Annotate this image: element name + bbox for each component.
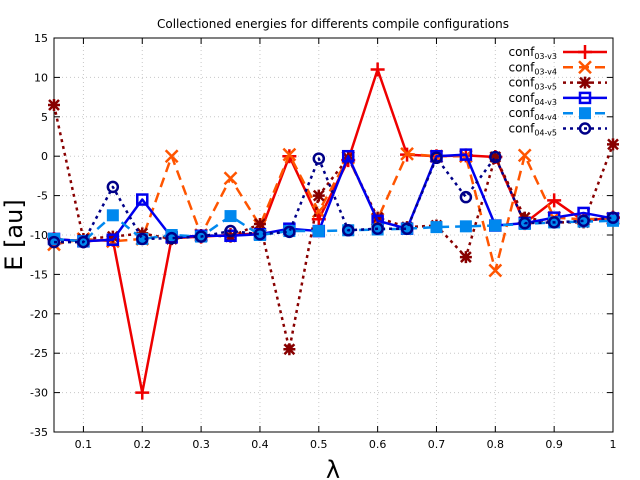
x-tick-label: 0.3	[192, 438, 210, 451]
y-tick-label: 5	[41, 111, 48, 124]
data-point-conf03-v5	[106, 230, 119, 243]
data-point-conf04-v5	[518, 216, 531, 230]
data-point-conf04-v5	[106, 180, 120, 194]
data-point-conf04-v5	[430, 151, 443, 165]
x-tick-label: 0.8	[487, 438, 505, 451]
data-point-conf04-v3	[341, 149, 355, 163]
data-point-conf04-v5	[136, 232, 149, 246]
legend: conf03-v3conf03-v4conf03-v5conf04-v3conf…	[509, 45, 607, 138]
data-point-conf04-v5	[283, 225, 296, 239]
data-point-conf03-v3	[370, 62, 385, 77]
y-tick-label: 10	[34, 71, 48, 84]
data-point-conf03-v4	[282, 147, 297, 162]
legend-label: conf04-v5	[509, 122, 557, 138]
data-point-conf04-v5	[47, 235, 61, 249]
y-tick-label: -35	[30, 426, 48, 439]
legend-marker	[579, 107, 591, 120]
x-tick-label: 0.1	[75, 438, 93, 451]
data-point-conf04-v5	[459, 190, 473, 204]
data-point-conf03-v4	[164, 149, 179, 164]
data-point-conf04-v5	[224, 224, 237, 238]
x-tick-label: 0.9	[545, 438, 563, 451]
data-point-conf04-v5	[194, 230, 208, 243]
data-point-conf04-v5	[165, 231, 178, 245]
legend-item-conf03-v3: conf03-v3	[509, 45, 607, 61]
x-tick-label: 0.2	[134, 438, 152, 451]
y-tick-label: -10	[30, 229, 48, 242]
legend-item-conf03-v5: conf03-v5	[509, 76, 607, 92]
data-point-conf04-v5	[341, 224, 355, 237]
chart-title: Collectioned energies for differents com…	[157, 17, 509, 31]
legend-marker	[578, 45, 592, 59]
x-tick-label: 0.5	[310, 438, 328, 451]
data-point-conf04-v5	[371, 222, 384, 235]
data-point-conf03-v4	[488, 263, 503, 278]
data-point-conf04-v4	[459, 220, 472, 233]
x-axis-title: λ	[326, 456, 340, 480]
data-point-conf04-v5	[253, 227, 267, 241]
y-tick-label: -20	[30, 308, 48, 321]
data-point-conf04-v3	[106, 233, 120, 246]
data-point-conf03-v5	[459, 251, 472, 264]
legend-label: conf04-v3	[509, 91, 557, 107]
data-point-conf04-v5	[577, 214, 590, 228]
data-point-conf03-v5	[312, 189, 325, 202]
data-point-conf03-v5	[371, 211, 384, 224]
y-tick-label: 0	[41, 150, 48, 163]
series-conf04-v5	[47, 150, 620, 249]
y-tick-label: -25	[30, 347, 48, 360]
series-line-conf03-v5	[52, 104, 615, 351]
data-point-conf04-v3	[459, 148, 473, 161]
y-tick-label: -5	[37, 190, 48, 203]
data-point-conf04-v4	[430, 221, 443, 234]
data-point-conf03-v3	[547, 193, 562, 208]
legend-label: conf03-v3	[509, 45, 557, 61]
data-point-conf03-v4	[517, 148, 532, 163]
data-point-conf04-v5	[489, 150, 502, 164]
data-point-conf04-v4	[489, 219, 502, 232]
data-point-conf04-v5	[606, 211, 620, 224]
legend-label: conf03-v5	[509, 76, 557, 92]
data-point-conf04-v4	[312, 225, 325, 238]
legend-marker	[578, 122, 592, 135]
data-point-conf04-v5	[77, 235, 90, 249]
series-group	[47, 62, 620, 400]
legend-item-conf04-v3: conf04-v3	[509, 91, 607, 107]
legend-item-conf03-v4: conf03-v4	[509, 60, 607, 76]
x-tick-label: 0.4	[251, 438, 269, 451]
data-point-conf04-v5	[400, 222, 414, 235]
data-point-conf04-v3	[136, 193, 149, 206]
data-point-conf04-v5	[312, 152, 326, 165]
series-line-conf03-v4	[53, 152, 614, 272]
data-point-conf03-v5	[48, 98, 60, 111]
data-point-conf03-v3	[135, 385, 150, 400]
legend-marker	[578, 91, 592, 105]
data-point-conf03-v5	[253, 217, 266, 230]
x-tick-label: 1	[610, 438, 617, 451]
axis-ticks: 0.1 0.2 0.3 0.4 0.5 0.6 0.7 0.8 0.9 1 -35 -30 -25 -20…	[30, 32, 616, 451]
data-point-conf04-v4	[106, 209, 119, 222]
legend-label: conf04-v4	[509, 106, 557, 122]
data-point-conf04-v5	[547, 216, 561, 229]
legend-item-conf04-v4: conf04-v4	[509, 106, 607, 122]
data-point-conf03-v4	[400, 146, 414, 161]
y-tick-label: 15	[34, 32, 48, 45]
data-point-conf03-v5	[283, 343, 296, 356]
legend-marker	[578, 60, 592, 75]
legend-label: conf03-v4	[509, 60, 557, 76]
y-tick-label: -30	[30, 387, 48, 400]
y-tick-label: -15	[30, 268, 48, 281]
x-tick-label: 0.7	[428, 438, 446, 451]
data-point-conf03-v4	[223, 171, 238, 186]
y-axis-title: E [au]	[0, 199, 28, 270]
data-point-conf03-v5	[607, 138, 619, 151]
data-point-conf04-v4	[224, 210, 237, 223]
legend-marker	[579, 76, 591, 89]
x-tick-label: 0.6	[369, 438, 387, 451]
data-point-conf03-v5	[489, 150, 502, 163]
legend-item-conf04-v5: conf04-v5	[509, 122, 607, 138]
